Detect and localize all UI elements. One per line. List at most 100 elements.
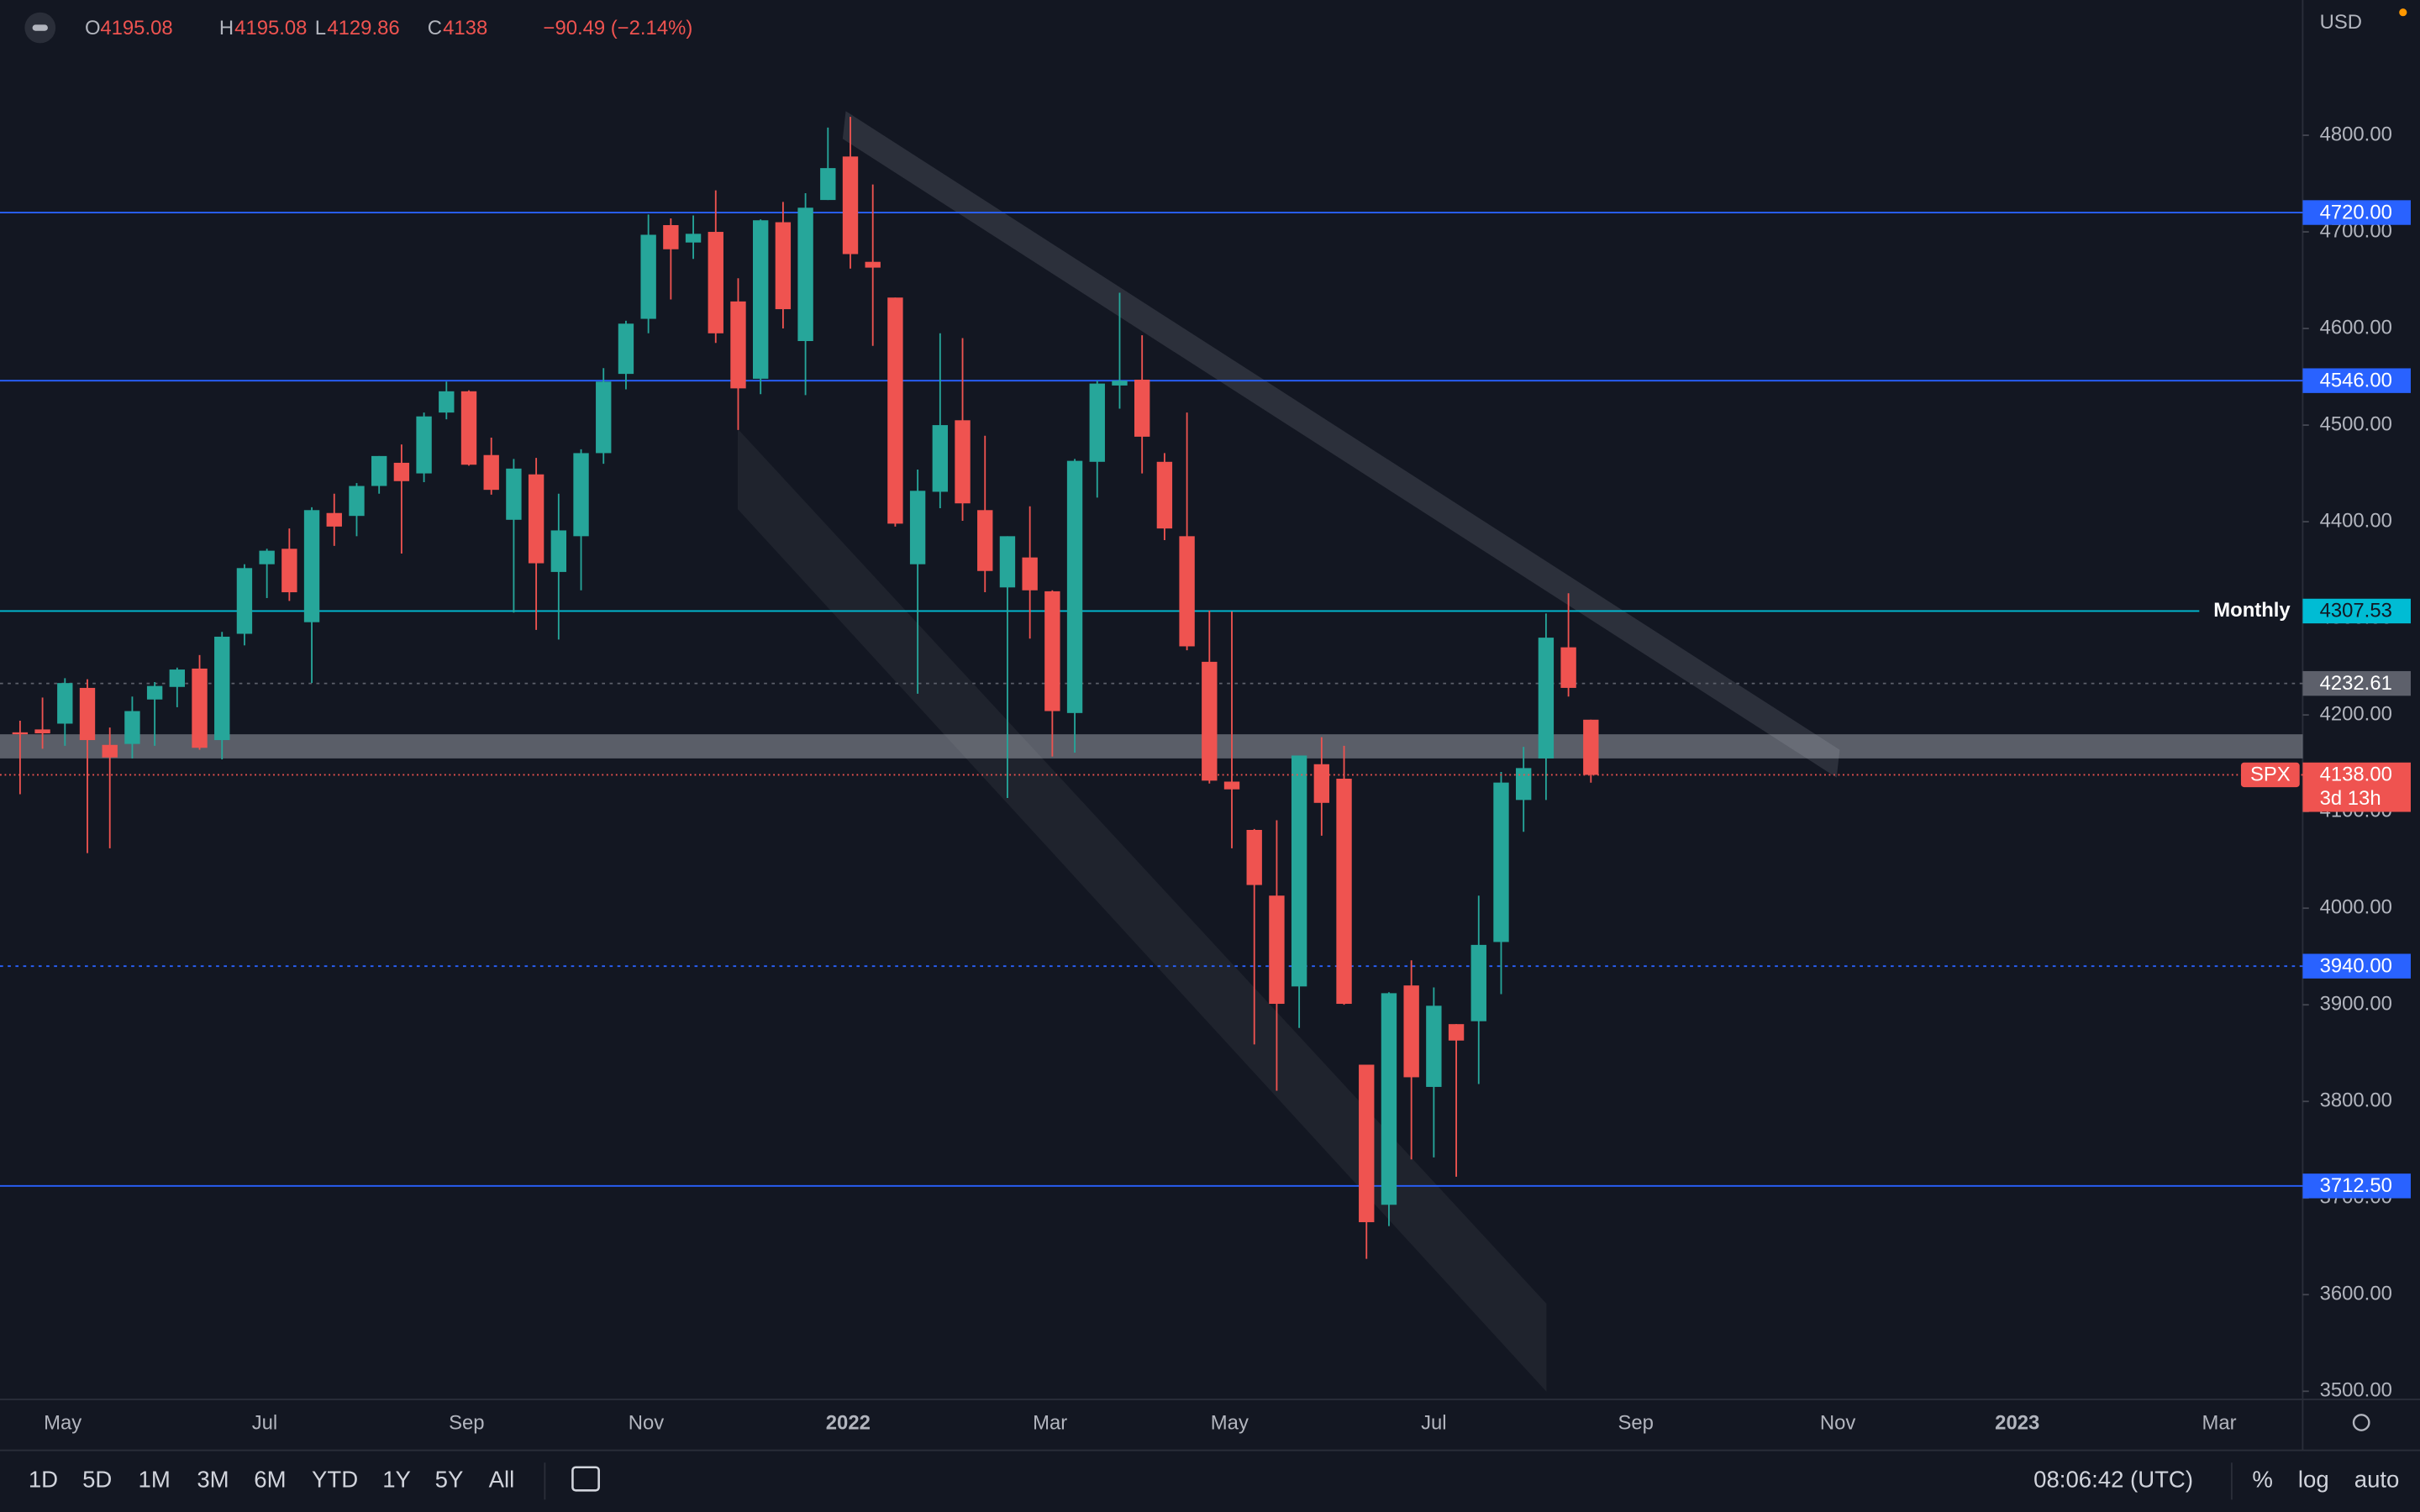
candle-body — [640, 234, 656, 319]
support-zone — [0, 734, 2303, 759]
x-tick-label: Sep — [1618, 1412, 1653, 1435]
candle-body — [1179, 536, 1195, 647]
candle-body — [550, 530, 567, 572]
clock[interactable]: 08:06:42 (UTC) — [2033, 1467, 2193, 1493]
candle-body — [663, 224, 679, 249]
y-tick-label: 3800.00 — [2320, 1089, 2392, 1112]
candle-body — [1291, 755, 1307, 987]
candle-body — [259, 550, 275, 564]
x-tick-label: Jul — [1421, 1412, 1447, 1435]
x-tick-label: Nov — [629, 1412, 664, 1435]
price-level-label: 4720.00 — [2320, 201, 2392, 223]
price-level-label: 4546.00 — [2320, 369, 2392, 391]
interval-button[interactable]: 5Y — [435, 1467, 464, 1493]
candle-body — [865, 261, 881, 268]
candle-body — [1381, 993, 1397, 1205]
candle-body — [1336, 779, 1352, 1005]
candle-body — [1246, 830, 1262, 885]
symbol-badge — [2240, 762, 2300, 788]
price-level-name: Monthly — [2213, 599, 2291, 622]
candle-body — [146, 685, 163, 700]
interval-button[interactable]: 1D — [29, 1467, 58, 1493]
candle-body — [1022, 557, 1038, 591]
interval-button[interactable]: 3M — [197, 1467, 229, 1493]
candle-body — [303, 510, 320, 622]
symbol-label: SPX — [2250, 764, 2291, 786]
candle-body — [1044, 591, 1060, 711]
y-tick-label: 4400.00 — [2320, 509, 2392, 532]
y-tick-label: 4600.00 — [2320, 316, 2392, 339]
candle-body — [1426, 1005, 1442, 1087]
candle-body — [236, 568, 253, 634]
x-tick-label: May — [1211, 1412, 1249, 1435]
last-price-label: 4138.00 — [2320, 764, 2392, 786]
candle-body — [1538, 638, 1555, 759]
candle-body — [57, 683, 73, 724]
candle-body — [1448, 1024, 1465, 1041]
candle-body — [1560, 647, 1576, 688]
settings-icon[interactable] — [2352, 1414, 2370, 1431]
interval-button[interactable]: 1Y — [382, 1467, 411, 1493]
status-dot — [2399, 8, 2407, 17]
candle-body — [79, 687, 96, 741]
high-label: H — [219, 17, 234, 39]
percent-toggle[interactable]: % — [2252, 1467, 2273, 1493]
candle-body — [34, 729, 50, 733]
price-level-label: 4232.61 — [2320, 672, 2392, 695]
interval-button[interactable]: All — [489, 1467, 515, 1493]
candle-body — [1156, 461, 1173, 529]
price-level-badge — [2302, 200, 2411, 225]
y-tick-label: 4500.00 — [2320, 412, 2392, 435]
candle-body — [685, 234, 702, 243]
interval-button[interactable]: YTD — [312, 1467, 358, 1493]
open-value: 4195.08 — [100, 17, 172, 39]
candle-body — [887, 297, 903, 524]
candle-body — [573, 453, 589, 537]
candle-body — [192, 668, 208, 748]
x-tick-label: Sep — [449, 1412, 484, 1435]
auto-toggle[interactable]: auto — [2354, 1467, 2400, 1493]
candle-body — [102, 744, 118, 758]
candle-body — [977, 510, 993, 571]
candle-body — [1112, 381, 1128, 386]
candle-body — [124, 711, 140, 744]
candle-body — [1493, 782, 1509, 942]
y-tick-label: 3600.00 — [2320, 1283, 2392, 1305]
candle-body — [1134, 380, 1150, 437]
y-tick-label: 3900.00 — [2320, 992, 2392, 1015]
candle-body — [169, 669, 186, 687]
candle-body — [528, 474, 544, 564]
close-value: 4138 — [443, 17, 487, 39]
candle-body — [797, 207, 813, 342]
candle-body — [1089, 383, 1105, 462]
candle-body — [955, 420, 971, 504]
open-label: O — [85, 17, 101, 39]
candle-body — [439, 391, 455, 413]
candle-body — [393, 462, 410, 481]
candle-body — [349, 486, 365, 517]
candle-body — [326, 512, 342, 527]
candle-body — [1202, 661, 1218, 781]
x-tick-label: May — [44, 1412, 82, 1435]
candle-body — [1066, 460, 1083, 713]
x-tick-label: Mar — [2202, 1412, 2237, 1435]
candle-body — [281, 549, 297, 593]
change: −90.49 (−2.14%) — [544, 17, 693, 39]
price-level-label: 3712.50 — [2320, 1174, 2392, 1197]
currency[interactable]: USD — [2320, 11, 2362, 34]
candle-body — [820, 168, 836, 201]
price-level-label: 3940.00 — [2320, 954, 2392, 977]
log-toggle[interactable]: log — [2298, 1467, 2329, 1493]
trend-channel — [737, 428, 1547, 1392]
interval-button[interactable]: 1M — [139, 1467, 171, 1493]
candle-body — [730, 301, 746, 389]
y-tick-label: 4000.00 — [2320, 895, 2392, 918]
collapse-icon — [32, 24, 48, 31]
candle-body — [416, 416, 432, 474]
date-range-icon[interactable] — [571, 1466, 600, 1492]
interval-button[interactable]: 6M — [254, 1467, 286, 1493]
candle-body — [506, 468, 522, 520]
interval-button[interactable]: 5D — [82, 1467, 112, 1493]
price-level-badge — [2302, 670, 2411, 696]
